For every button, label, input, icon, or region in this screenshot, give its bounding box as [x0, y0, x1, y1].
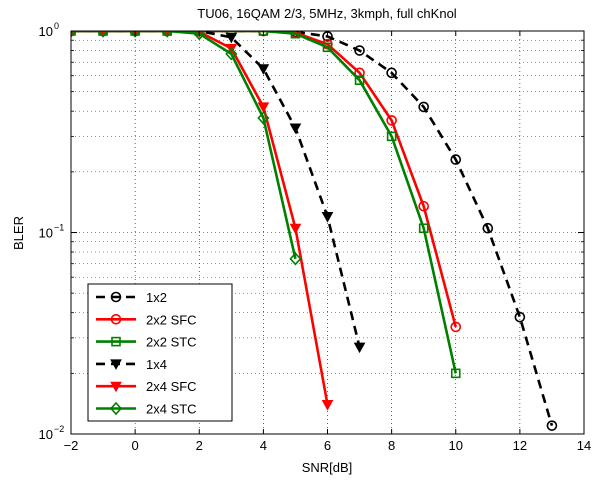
data-point [418, 101, 429, 113]
legend-entry: 2x4 STC [96, 402, 197, 417]
x-tick-label: 4 [260, 438, 267, 453]
data-point [225, 32, 238, 44]
x-tick-label: 8 [388, 438, 395, 453]
series-2x4-stc [71, 31, 302, 266]
series-line [71, 31, 554, 427]
data-point [289, 252, 302, 266]
data-point [289, 123, 302, 135]
legend-label: 2x4 STC [146, 402, 197, 417]
x-tick-label: −2 [64, 438, 79, 453]
y-tick-label: 10 [39, 427, 53, 442]
data-point [450, 368, 461, 379]
x-axis-label: SNR[dB] [302, 460, 353, 475]
legend-label: 2x2 STC [146, 335, 197, 350]
data-point [96, 31, 110, 38]
data-point [321, 212, 334, 223]
data-point [418, 200, 429, 212]
x-tick-label: 0 [132, 438, 139, 453]
y-tick-exponent: −1 [54, 223, 64, 233]
y-tick-label: 10 [39, 24, 53, 39]
data-point [322, 42, 333, 53]
data-point [482, 222, 494, 234]
x-tick-label: 12 [513, 438, 527, 453]
data-point [514, 311, 526, 323]
data-point [450, 321, 462, 333]
data-point [354, 67, 365, 79]
legend-marker [110, 359, 122, 370]
data-point [321, 400, 334, 411]
data-point [450, 154, 462, 165]
y-tick-exponent: 0 [54, 21, 59, 31]
data-point [225, 47, 238, 61]
legend-entry: 1x4 [96, 357, 167, 372]
data-point [546, 420, 558, 431]
series-line [71, 31, 458, 328]
data-point [418, 223, 429, 234]
x-tick-label: 10 [449, 438, 463, 453]
legend-entry: 2x4 SFC [96, 379, 197, 394]
data-point [161, 31, 174, 38]
legend-label: 2x4 SFC [146, 379, 197, 394]
data-point [193, 31, 206, 41]
y-tick-label: 10 [39, 226, 53, 241]
grid-lines [71, 31, 584, 434]
chart-title: TU06, 16QAM 2/3, 5MHz, 3kmph, full chKno… [197, 6, 456, 21]
data-point [354, 45, 365, 56]
data-point [354, 75, 365, 85]
legend-marker [110, 313, 122, 325]
data-point [257, 102, 270, 113]
y-tick-exponent: −2 [54, 424, 64, 434]
legend-entry: 2x2 SFC [96, 312, 197, 327]
data-point [386, 67, 397, 79]
data-point [386, 115, 397, 126]
y-axis-label: BLER [11, 216, 26, 250]
data-point [290, 31, 301, 39]
legend-marker [110, 291, 122, 303]
legend-box [87, 283, 233, 422]
data-point [289, 223, 302, 235]
x-tick-label: 2 [196, 438, 203, 453]
data-point [257, 64, 270, 75]
legend-label: 1x2 [146, 290, 167, 305]
legend-entry: 2x2 STC [96, 335, 197, 350]
data-point [386, 131, 397, 142]
series-line [71, 31, 458, 374]
legend-entry: 1x2 [96, 290, 167, 305]
legend-label: 1x4 [146, 357, 167, 372]
legend-marker [110, 381, 122, 393]
legend: 1x2 2x2 SFC 2x2 STC 1x4 2x4 SFC 2x4 STC [87, 283, 233, 422]
x-tick-label: 14 [577, 438, 591, 453]
data-point [257, 111, 270, 125]
series-line [71, 31, 361, 348]
data-point [353, 342, 366, 354]
legend-label: 2x2 SFC [146, 312, 197, 327]
data-point [129, 31, 142, 38]
legend-marker [111, 336, 121, 347]
legend-marker [109, 401, 123, 416]
x-tick-label: 6 [324, 438, 331, 453]
series-line [71, 31, 297, 260]
